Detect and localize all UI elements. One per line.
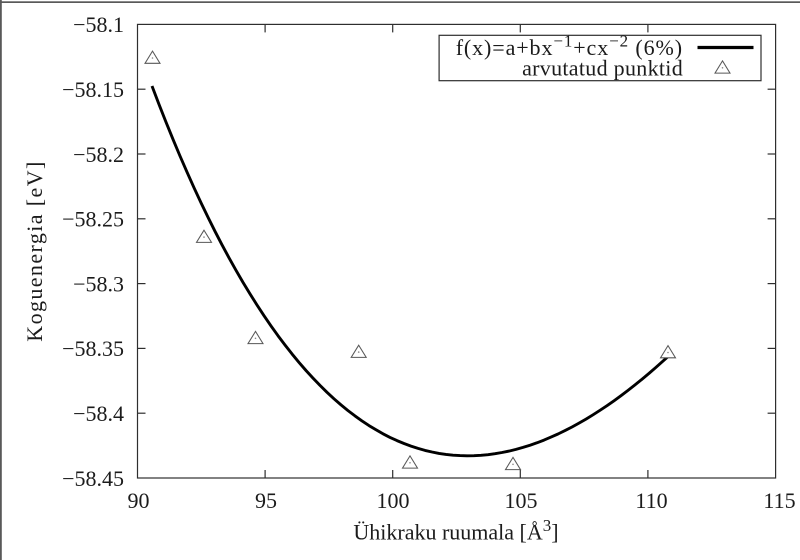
svg-text:95: 95 xyxy=(255,488,277,513)
svg-text:−58.45: −58.45 xyxy=(62,466,124,491)
svg-text:−58.1: −58.1 xyxy=(73,12,124,37)
svg-text:−58.35: −58.35 xyxy=(62,336,124,361)
svg-text:90: 90 xyxy=(128,488,150,513)
svg-text:100: 100 xyxy=(377,488,410,513)
svg-text:115: 115 xyxy=(763,488,795,513)
svg-text:−58.3: −58.3 xyxy=(73,271,124,296)
svg-text:−58.25: −58.25 xyxy=(62,207,124,232)
svg-text:−58.15: −58.15 xyxy=(62,77,124,102)
svg-text:Ühikraku ruumala [Å3]: Ühikraku ruumala [Å3] xyxy=(353,516,558,545)
svg-text:105: 105 xyxy=(505,488,538,513)
svg-text:arvutatud punktid: arvutatud punktid xyxy=(522,55,683,80)
svg-text:110: 110 xyxy=(635,488,667,513)
svg-text:Koguenergia [eV]: Koguenergia [eV] xyxy=(22,160,47,341)
svg-text:−58.4: −58.4 xyxy=(73,401,124,426)
svg-text:−58.2: −58.2 xyxy=(73,142,124,167)
